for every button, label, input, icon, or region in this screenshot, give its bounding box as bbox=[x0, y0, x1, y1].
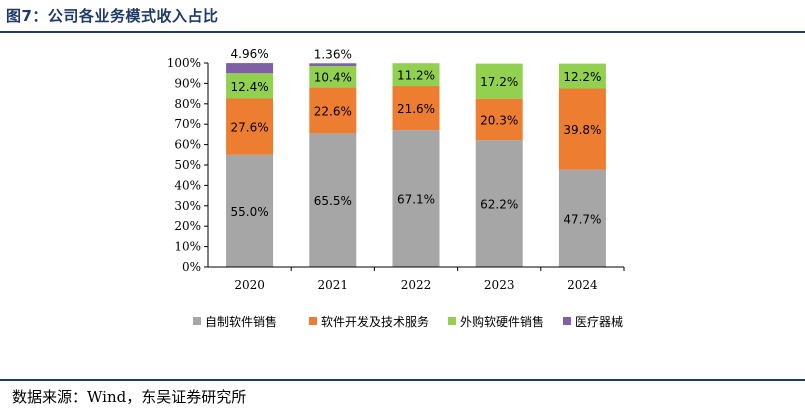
data-label: 21.6% bbox=[397, 102, 435, 116]
data-label: 12.2% bbox=[563, 70, 601, 84]
top-divider bbox=[0, 31, 805, 33]
legend-label: 医疗器械 bbox=[575, 314, 623, 329]
data-label: 27.6% bbox=[231, 121, 269, 135]
bar-segment bbox=[392, 130, 440, 267]
data-label: 1.36% bbox=[314, 47, 352, 61]
data-label: 12.4% bbox=[231, 80, 269, 94]
bar-segment bbox=[392, 63, 440, 87]
legend-swatch bbox=[448, 317, 456, 325]
bar-segment bbox=[309, 133, 357, 267]
bar-segment bbox=[558, 169, 606, 267]
bar-segment bbox=[309, 63, 357, 67]
bar-segment bbox=[226, 73, 274, 99]
y-tick-label: 70% bbox=[174, 117, 201, 131]
y-tick-label: 50% bbox=[174, 158, 201, 172]
bar-segment bbox=[309, 66, 357, 88]
legend-swatch bbox=[309, 317, 317, 325]
y-tick-label: 100% bbox=[167, 56, 201, 70]
data-label: 39.8% bbox=[563, 123, 601, 137]
data-label: 67.1% bbox=[397, 193, 435, 207]
data-label: 11.2% bbox=[397, 69, 435, 83]
bar-segment bbox=[558, 88, 606, 170]
y-tick-label: 80% bbox=[174, 97, 201, 111]
data-label: 4.96% bbox=[231, 47, 269, 61]
bottom-divider bbox=[0, 379, 805, 381]
y-tick-label: 90% bbox=[174, 76, 201, 90]
y-tick-label: 0% bbox=[182, 260, 201, 274]
bar-segment bbox=[392, 86, 440, 131]
bar-segment bbox=[226, 98, 274, 155]
bar-segment bbox=[309, 87, 357, 134]
figure-title: 图7：公司各业务模式收入占比 bbox=[6, 7, 219, 25]
bars-group: 55.0% 27.6% 12.4% 4.96% 65.5% 22.6% 10.4% 1.36%… bbox=[226, 47, 606, 267]
x-tick-label: 2021 bbox=[318, 278, 349, 292]
source-note: 数据来源：Wind，东吴证券研究所 bbox=[12, 388, 247, 406]
bar-segment bbox=[475, 63, 523, 99]
x-tick-label: 2024 bbox=[567, 278, 598, 292]
y-tick-label: 10% bbox=[174, 240, 201, 254]
x-tick-label: 2022 bbox=[401, 278, 432, 292]
data-label: 62.2% bbox=[480, 198, 518, 212]
data-label: 20.3% bbox=[480, 113, 518, 127]
legend-swatch bbox=[563, 317, 571, 325]
bar-segment bbox=[226, 63, 274, 74]
bar-segment bbox=[558, 63, 606, 89]
x-tick-label: 2020 bbox=[234, 278, 265, 292]
y-axis: 0% 10% 20% 30% 40% 50% 60% 70% 80% 90% 100% bbox=[167, 56, 209, 274]
legend-swatch bbox=[193, 317, 201, 325]
bar-segment bbox=[475, 140, 523, 267]
x-tick-label: 2023 bbox=[484, 278, 515, 292]
data-label: 10.4% bbox=[314, 71, 352, 85]
y-tick-label: 60% bbox=[174, 138, 201, 152]
legend-label: 外购软硬件销售 bbox=[460, 314, 544, 329]
x-axis: 2020 2021 2022 2023 2024 bbox=[208, 266, 625, 292]
data-label: 22.6% bbox=[314, 104, 352, 118]
y-tick-label: 20% bbox=[174, 219, 201, 233]
legend-label: 软件开发及技术服务 bbox=[321, 314, 429, 329]
legend-label: 自制软件销售 bbox=[205, 314, 277, 329]
data-label: 55.0% bbox=[231, 205, 269, 219]
data-label: 47.7% bbox=[563, 212, 601, 226]
stacked-bar-chart: 0% 10% 20% 30% 40% 50% 60% 70% 80% 90% 100% 55.0% 2… bbox=[167, 47, 625, 329]
y-tick-label: 30% bbox=[174, 199, 201, 213]
data-label: 17.2% bbox=[480, 75, 518, 89]
data-label: 65.5% bbox=[314, 194, 352, 208]
bar-segment bbox=[475, 98, 523, 141]
y-tick-label: 40% bbox=[174, 178, 201, 192]
bar-segment bbox=[226, 154, 274, 267]
legend: 自制软件销售 软件开发及技术服务 外购软硬件销售 医疗器械 bbox=[193, 314, 623, 329]
